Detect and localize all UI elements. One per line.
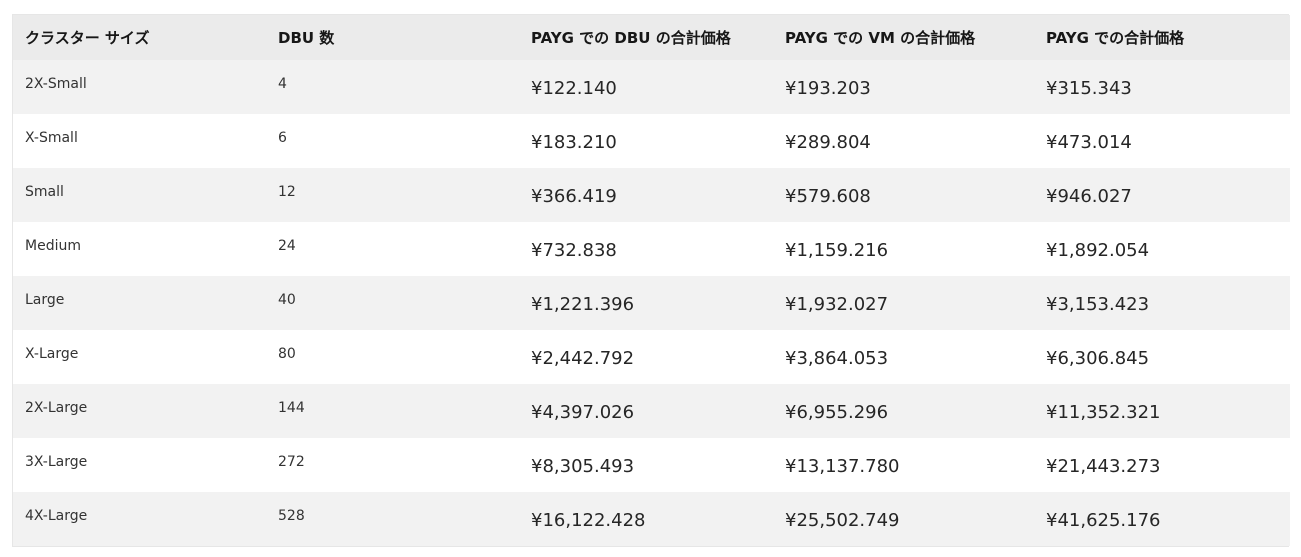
header-cluster-size: クラスター サイズ: [25, 29, 150, 47]
cell-cluster-size: Large: [25, 292, 65, 308]
header-total-price: PAYG での合計価格: [1046, 29, 1185, 47]
cell-dbu-count: 24: [278, 238, 296, 254]
cell-dbu-price: ¥366.419: [531, 185, 617, 207]
cell-dbu-price: ¥4,397.026: [531, 401, 635, 423]
cell-dbu-count: 40: [278, 292, 296, 308]
table-header: クラスター サイズ DBU 数 PAYG での DBU の合計価格 PAYG で…: [13, 15, 1290, 60]
cell-cluster-size: Small: [25, 184, 64, 200]
cell-total-price: ¥21,443.273: [1046, 455, 1161, 477]
cell-vm-price: ¥1,159.216: [785, 239, 889, 261]
table-header-row: クラスター サイズ DBU 数 PAYG での DBU の合計価格 PAYG で…: [13, 15, 1290, 60]
cell-dbu-count: 144: [278, 400, 305, 416]
cell-cluster-size: 4X-Large: [25, 508, 88, 524]
cell-dbu-count: 4: [278, 76, 287, 92]
table-row: 2X-Large 144 ¥4,397.026 ¥6,955.296 ¥11,3…: [13, 384, 1290, 438]
cell-dbu-count: 12: [278, 184, 296, 200]
table-body: 2X-Small 4 ¥122.140 ¥193.203 ¥315.343 X-…: [13, 60, 1290, 546]
cell-vm-price: ¥13,137.780: [785, 455, 900, 477]
cell-total-price: ¥1,892.054: [1046, 239, 1150, 261]
cell-dbu-price: ¥1,221.396: [531, 293, 635, 315]
cell-cluster-size: Medium: [25, 238, 81, 254]
header-vm-total-price: PAYG での VM の合計価格: [785, 29, 976, 47]
table-row: Large 40 ¥1,221.396 ¥1,932.027 ¥3,153.42…: [13, 276, 1290, 330]
cell-dbu-count: 528: [278, 508, 305, 524]
table-row: X-Large 80 ¥2,442.792 ¥3,864.053 ¥6,306.…: [13, 330, 1290, 384]
cell-total-price: ¥315.343: [1046, 77, 1132, 99]
header-dbu-count: DBU 数: [278, 29, 335, 47]
table-row: 3X-Large 272 ¥8,305.493 ¥13,137.780 ¥21,…: [13, 438, 1290, 492]
cell-total-price: ¥6,306.845: [1046, 347, 1150, 369]
cell-total-price: ¥473.014: [1046, 131, 1132, 153]
table-row: Small 12 ¥366.419 ¥579.608 ¥946.027: [13, 168, 1290, 222]
pricing-table: クラスター サイズ DBU 数 PAYG での DBU の合計価格 PAYG で…: [13, 15, 1290, 546]
cell-vm-price: ¥1,932.027: [785, 293, 889, 315]
cell-dbu-price: ¥16,122.428: [531, 509, 646, 531]
cell-cluster-size: 2X-Small: [25, 76, 87, 92]
cell-vm-price: ¥579.608: [785, 185, 871, 207]
pricing-table-container: クラスター サイズ DBU 数 PAYG での DBU の合計価格 PAYG で…: [12, 14, 1290, 547]
cell-dbu-price: ¥8,305.493: [531, 455, 635, 477]
cell-vm-price: ¥6,955.296: [785, 401, 889, 423]
table-row: X-Small 6 ¥183.210 ¥289.804 ¥473.014: [13, 114, 1290, 168]
cell-total-price: ¥11,352.321: [1046, 401, 1161, 423]
cell-total-price: ¥3,153.423: [1046, 293, 1150, 315]
cell-dbu-count: 272: [278, 454, 305, 470]
cell-cluster-size: X-Large: [25, 346, 79, 362]
cell-cluster-size: 3X-Large: [25, 454, 88, 470]
table-row: 2X-Small 4 ¥122.140 ¥193.203 ¥315.343: [13, 60, 1290, 114]
cell-dbu-count: 6: [278, 130, 287, 146]
cell-vm-price: ¥3,864.053: [785, 347, 889, 369]
cell-dbu-count: 80: [278, 346, 296, 362]
cell-vm-price: ¥289.804: [785, 131, 871, 153]
cell-total-price: ¥41,625.176: [1046, 509, 1161, 531]
cell-cluster-size: X-Small: [25, 130, 78, 146]
header-dbu-total-price: PAYG での DBU の合計価格: [531, 29, 731, 47]
cell-total-price: ¥946.027: [1046, 185, 1132, 207]
cell-vm-price: ¥193.203: [785, 77, 871, 99]
table-row: Medium 24 ¥732.838 ¥1,159.216 ¥1,892.054: [13, 222, 1290, 276]
cell-dbu-price: ¥122.140: [531, 77, 617, 99]
cell-dbu-price: ¥2,442.792: [531, 347, 635, 369]
table-row: 4X-Large 528 ¥16,122.428 ¥25,502.749 ¥41…: [13, 492, 1290, 546]
cell-vm-price: ¥25,502.749: [785, 509, 900, 531]
cell-dbu-price: ¥183.210: [531, 131, 617, 153]
cell-dbu-price: ¥732.838: [531, 239, 617, 261]
cell-cluster-size: 2X-Large: [25, 400, 88, 416]
